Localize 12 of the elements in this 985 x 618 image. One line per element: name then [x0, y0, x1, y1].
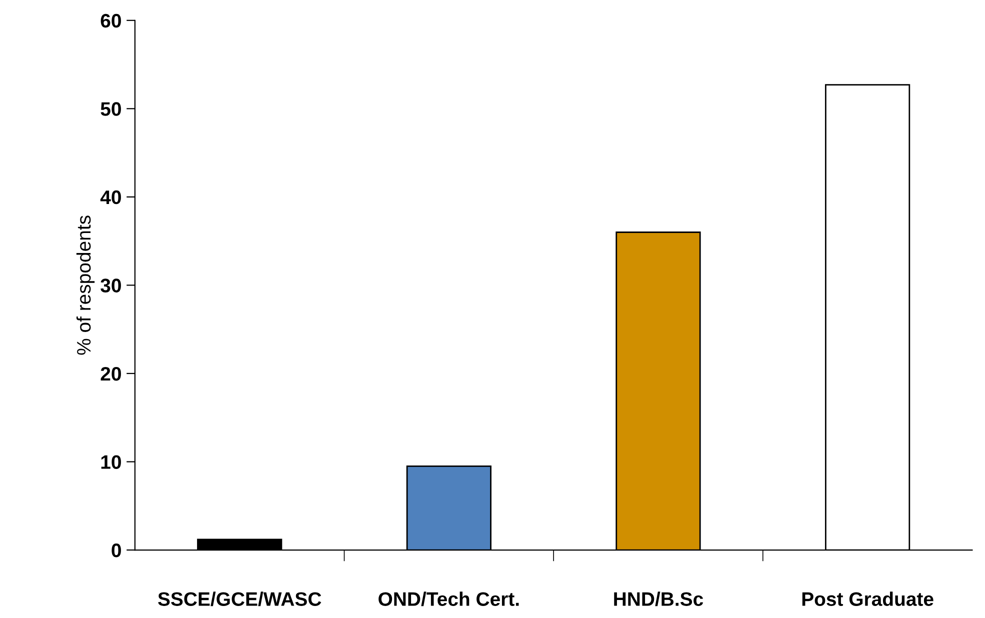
y-tick-label: 20 — [100, 366, 121, 381]
x-tick-label: SSCE/GCE/WASC — [158, 592, 322, 606]
y-tick-label: 60 — [100, 14, 121, 28]
x-tick-label: HND/B.Sc — [614, 592, 704, 606]
y-tick-label: 50 — [100, 102, 121, 116]
y-tick-label: 10 — [101, 455, 121, 469]
y-tick-label: 30 — [100, 278, 121, 292]
x-tick-label: OND/Tech Cert. — [378, 592, 519, 606]
y-tick-label: 0 — [112, 543, 121, 558]
y-tick-label: 40 — [100, 190, 121, 204]
y-axis-title: % of respodents — [76, 216, 95, 355]
x-tick-label: Post Graduate — [802, 592, 934, 606]
